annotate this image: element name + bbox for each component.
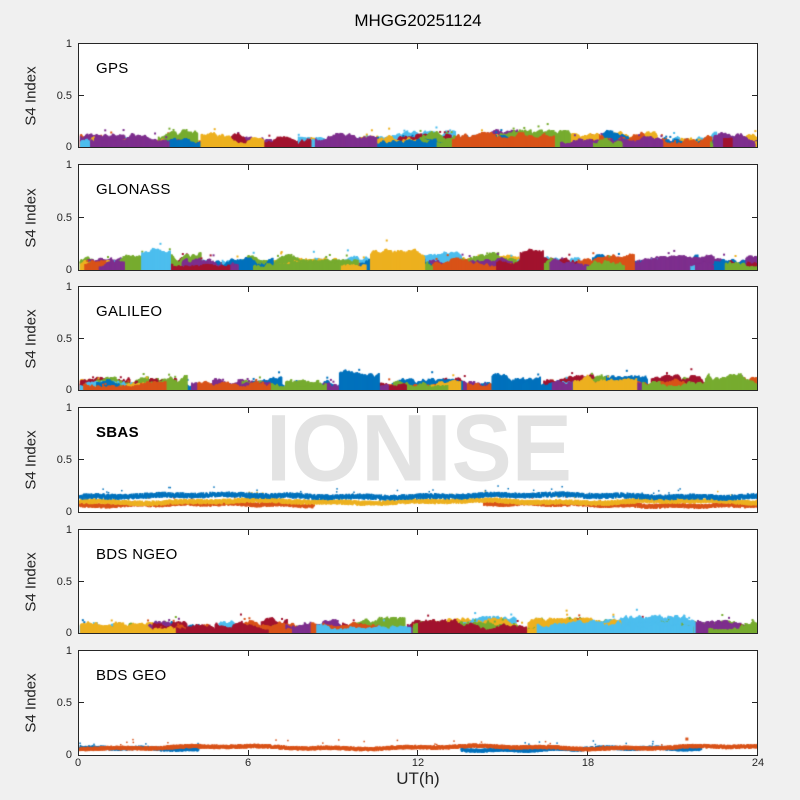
y-tick-label-1: 1 (65, 159, 72, 171)
panel-row-sbas: S4 Index 1 0.5 0 IONISE SBAS (0, 401, 800, 518)
plot-area-gps: GPS (78, 43, 758, 148)
scatter-canvas-sbas (79, 408, 757, 512)
y-tick-label-0-5: 0.5 (56, 454, 72, 466)
y-tick-label-0: 0 (65, 141, 72, 153)
y-tick-label-1: 1 (65, 524, 72, 536)
y-tick-label-0: 0 (65, 627, 72, 639)
x-tick-label-6: 6 (244, 757, 252, 769)
panel-label-glonass: GLONASS (96, 181, 171, 198)
y-tick-label-1: 1 (65, 645, 72, 657)
scatter-canvas-glonass (79, 165, 757, 270)
y-tick-label-0-5: 0.5 (56, 332, 72, 345)
x-axis-label: UT(h) (396, 769, 440, 788)
panel-label-bds-ngeo: BDS NGEO (96, 546, 178, 563)
scatter-canvas-galileo (79, 287, 757, 390)
x-tick-label-0: 0 (74, 757, 82, 769)
panel-row-bds-geo: S4 Index 1 0.5 0 BDS GEO (0, 646, 800, 761)
plot-area-galileo: GALILEO (78, 286, 758, 391)
plot-area-glonass: GLONASS (78, 164, 758, 271)
x-tick-label-24: 24 (751, 757, 765, 769)
plot-area-bds-ngeo: BDS NGEO (78, 529, 758, 634)
plot-area-bds-geo: BDS GEO (78, 650, 758, 756)
plot-area-sbas: IONISE SBAS (78, 401, 758, 513)
y-tick-label-0-5: 0.5 (56, 697, 72, 709)
y-tick-label-1: 1 (65, 402, 72, 414)
x-axis-tick-labels: 0 6 12 18 24 (74, 757, 764, 769)
x-tick-label-12: 12 (411, 757, 425, 769)
y-tick-label-0: 0 (65, 506, 72, 518)
panel-label-bds-geo: BDS GEO (96, 667, 167, 684)
scatter-canvas-gps (79, 44, 757, 147)
x-tick-label-18: 18 (581, 757, 595, 769)
panel-row-glonass: S4 Index 1 0.5 0 GLONASS (0, 160, 800, 276)
y-tick-label-1: 1 (65, 38, 72, 50)
y-tick-label-0-5: 0.5 (56, 575, 72, 588)
panel-label-gps: GPS (96, 60, 129, 77)
panel-label-sbas: SBAS (96, 424, 139, 441)
panel-row-gps: S4 Index 1 0.5 0 GPS (0, 39, 800, 153)
panel-row-bds-ngeo: S4 Index 1 0.5 0 BDS NGEO (0, 525, 800, 639)
y-tick-label-0: 0 (65, 749, 72, 761)
scatter-canvas-bds-geo (79, 651, 757, 755)
y-tick-label-0-5: 0.5 (56, 89, 72, 102)
y-tick-label-0: 0 (65, 264, 72, 276)
scatter-canvas-bds-ngeo (79, 530, 757, 633)
figure-title: MHGG20251124 (354, 11, 482, 30)
y-tick-label-0-5: 0.5 (56, 211, 72, 224)
y-tick-label-1: 1 (65, 281, 72, 293)
panel-row-galileo: S4 Index 1 0.5 0 GALILEO (0, 282, 800, 396)
y-tick-label-0: 0 (65, 384, 72, 396)
panel-label-galileo: GALILEO (96, 303, 163, 320)
